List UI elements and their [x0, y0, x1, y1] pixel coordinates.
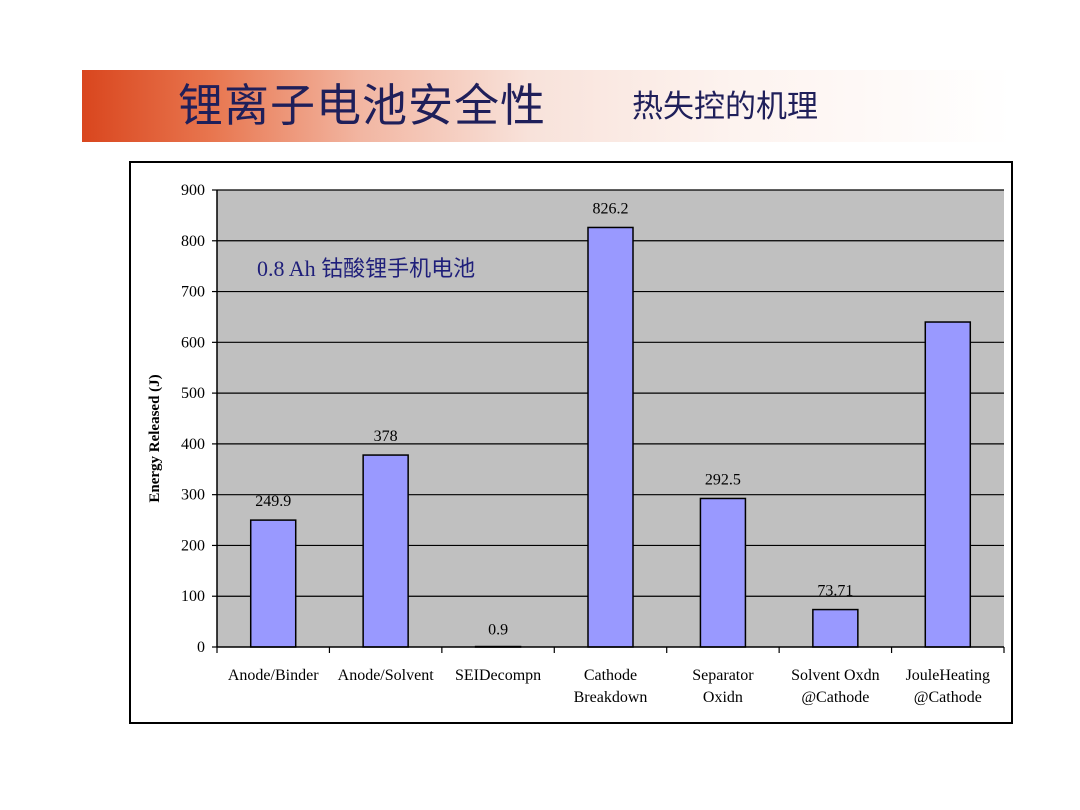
data-label: 292.5: [705, 471, 741, 488]
chart-annotation: 0.8 Ah 钴酸锂手机电池: [257, 256, 475, 281]
title-banner: [82, 70, 1012, 142]
bar: [249, 519, 297, 648]
slide-subtitle: 热失控的机理: [632, 89, 818, 125]
x-tick-label: Anode/Binder: [228, 667, 319, 684]
x-tick-label: JouleHeating: [906, 667, 990, 684]
y-axis-label: Energy Released (J): [147, 374, 163, 502]
bar: [924, 321, 972, 648]
data-label: 0.9: [488, 622, 508, 639]
x-tick-label: @Cathode: [914, 689, 982, 706]
x-tick-label: Breakdown: [574, 689, 648, 706]
y-tick-label: 0: [197, 639, 205, 656]
data-label: 73.71: [817, 583, 853, 600]
bar-chart: 0 100 200 300 400 500 600 700 800 900 Anode/Binde…: [147, 182, 1005, 706]
data-label: 249.9: [255, 493, 291, 510]
y-tick-label: 600: [181, 334, 205, 351]
y-tick-label: 300: [181, 487, 205, 504]
x-tick-label: Oxidn: [703, 689, 743, 706]
x-tick-label: Separator: [692, 667, 754, 684]
y-tick-label: 100: [181, 588, 205, 605]
y-tick-label: 500: [181, 385, 205, 402]
y-tick-label: 800: [181, 233, 205, 250]
data-label: 378: [374, 428, 398, 445]
chart-frame: 0 100 200 300 400 500 600 700 800 900 Anode/Binde…: [129, 161, 1013, 724]
y-tick-label: 200: [181, 537, 205, 554]
x-tick-label: Solvent Oxdn: [791, 667, 879, 684]
x-tick-label: SEIDecompn: [455, 667, 541, 684]
data-label: 826.2: [593, 200, 629, 217]
bar: [587, 226, 634, 648]
bar: [699, 497, 747, 648]
x-tick-label: Cathode: [584, 667, 637, 684]
bar: [812, 608, 859, 648]
bar: [362, 454, 409, 648]
y-tick-label: 700: [181, 284, 205, 301]
slide-title: 锂离子电池安全性: [178, 79, 547, 132]
y-tick-label: 900: [181, 182, 205, 199]
x-tick-label: @Cathode: [801, 689, 869, 706]
y-tick-label: 400: [181, 436, 205, 453]
x-tick-label: Anode/Solvent: [338, 667, 435, 684]
